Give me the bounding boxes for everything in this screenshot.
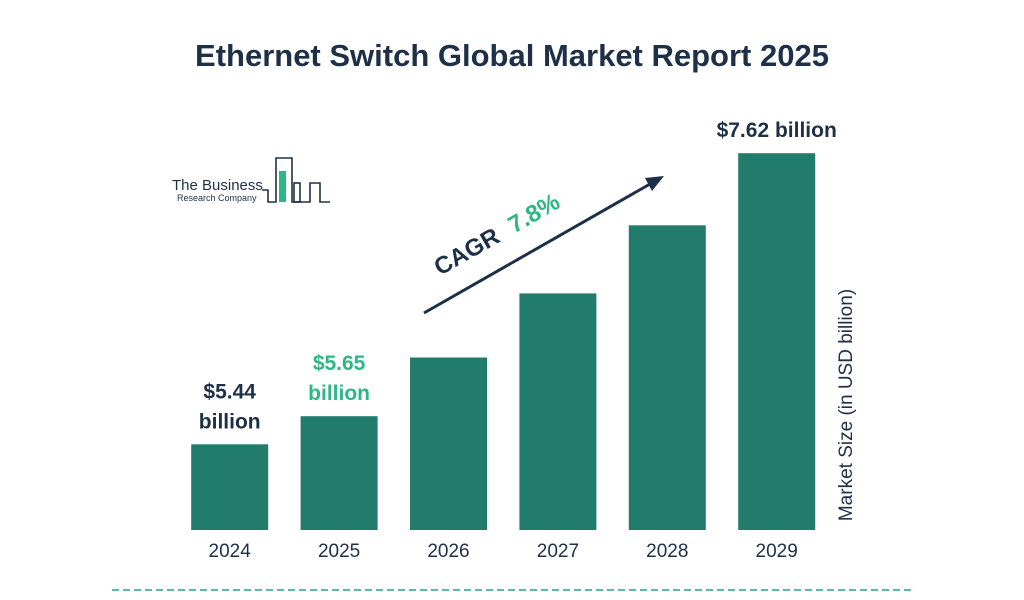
- x-tick-2025: 2025: [318, 541, 360, 562]
- cagr-annotation: CAGR 7.8%: [423, 176, 664, 315]
- x-tick-2026: 2026: [427, 541, 469, 562]
- value-label-2025-1: billion: [308, 382, 370, 405]
- value-label-2029-0: $7.62 billion: [717, 119, 837, 142]
- bar-2027: [519, 293, 597, 530]
- value-label-2025-0: $5.65: [313, 352, 366, 375]
- logo-green-bar-icon: [279, 171, 286, 202]
- bar-2028: [628, 225, 706, 531]
- x-tick-2027: 2027: [537, 541, 579, 562]
- cagr-arrow-line: [423, 182, 651, 315]
- value-labels-group: $5.44 billion $5.65 billion $7.62 billion: [199, 119, 837, 433]
- x-tick-2028: 2028: [646, 541, 688, 562]
- bar-2029: [738, 153, 816, 530]
- cagr-text: CAGR 7.8%: [430, 188, 565, 281]
- bars-group: [191, 153, 816, 531]
- company-logo: The Business Research Company: [172, 157, 330, 203]
- logo-line2: Research Company: [177, 193, 257, 203]
- logo-small-bar-icon: [293, 182, 301, 203]
- y-axis-label: Market Size (in USD billion): [836, 289, 857, 521]
- value-label-2024-1: billion: [199, 410, 261, 433]
- bar-2026: [410, 357, 487, 530]
- logo-line1: The Business: [172, 177, 263, 194]
- x-ticks-group: 2024 2025 2026 2027 2028 2029: [209, 541, 798, 562]
- chart-title: Ethernet Switch Global Market Report 202…: [195, 38, 829, 73]
- x-tick-2029: 2029: [756, 541, 798, 562]
- bar-2025: [300, 416, 378, 530]
- x-tick-2024: 2024: [209, 541, 252, 562]
- cagr-value: 7.8%: [504, 188, 565, 239]
- value-label-2024-0: $5.44: [203, 380, 256, 403]
- cagr-arrow-head-icon: [645, 176, 664, 191]
- logo-skyline-icon: [262, 157, 330, 203]
- bar-2024: [191, 444, 269, 530]
